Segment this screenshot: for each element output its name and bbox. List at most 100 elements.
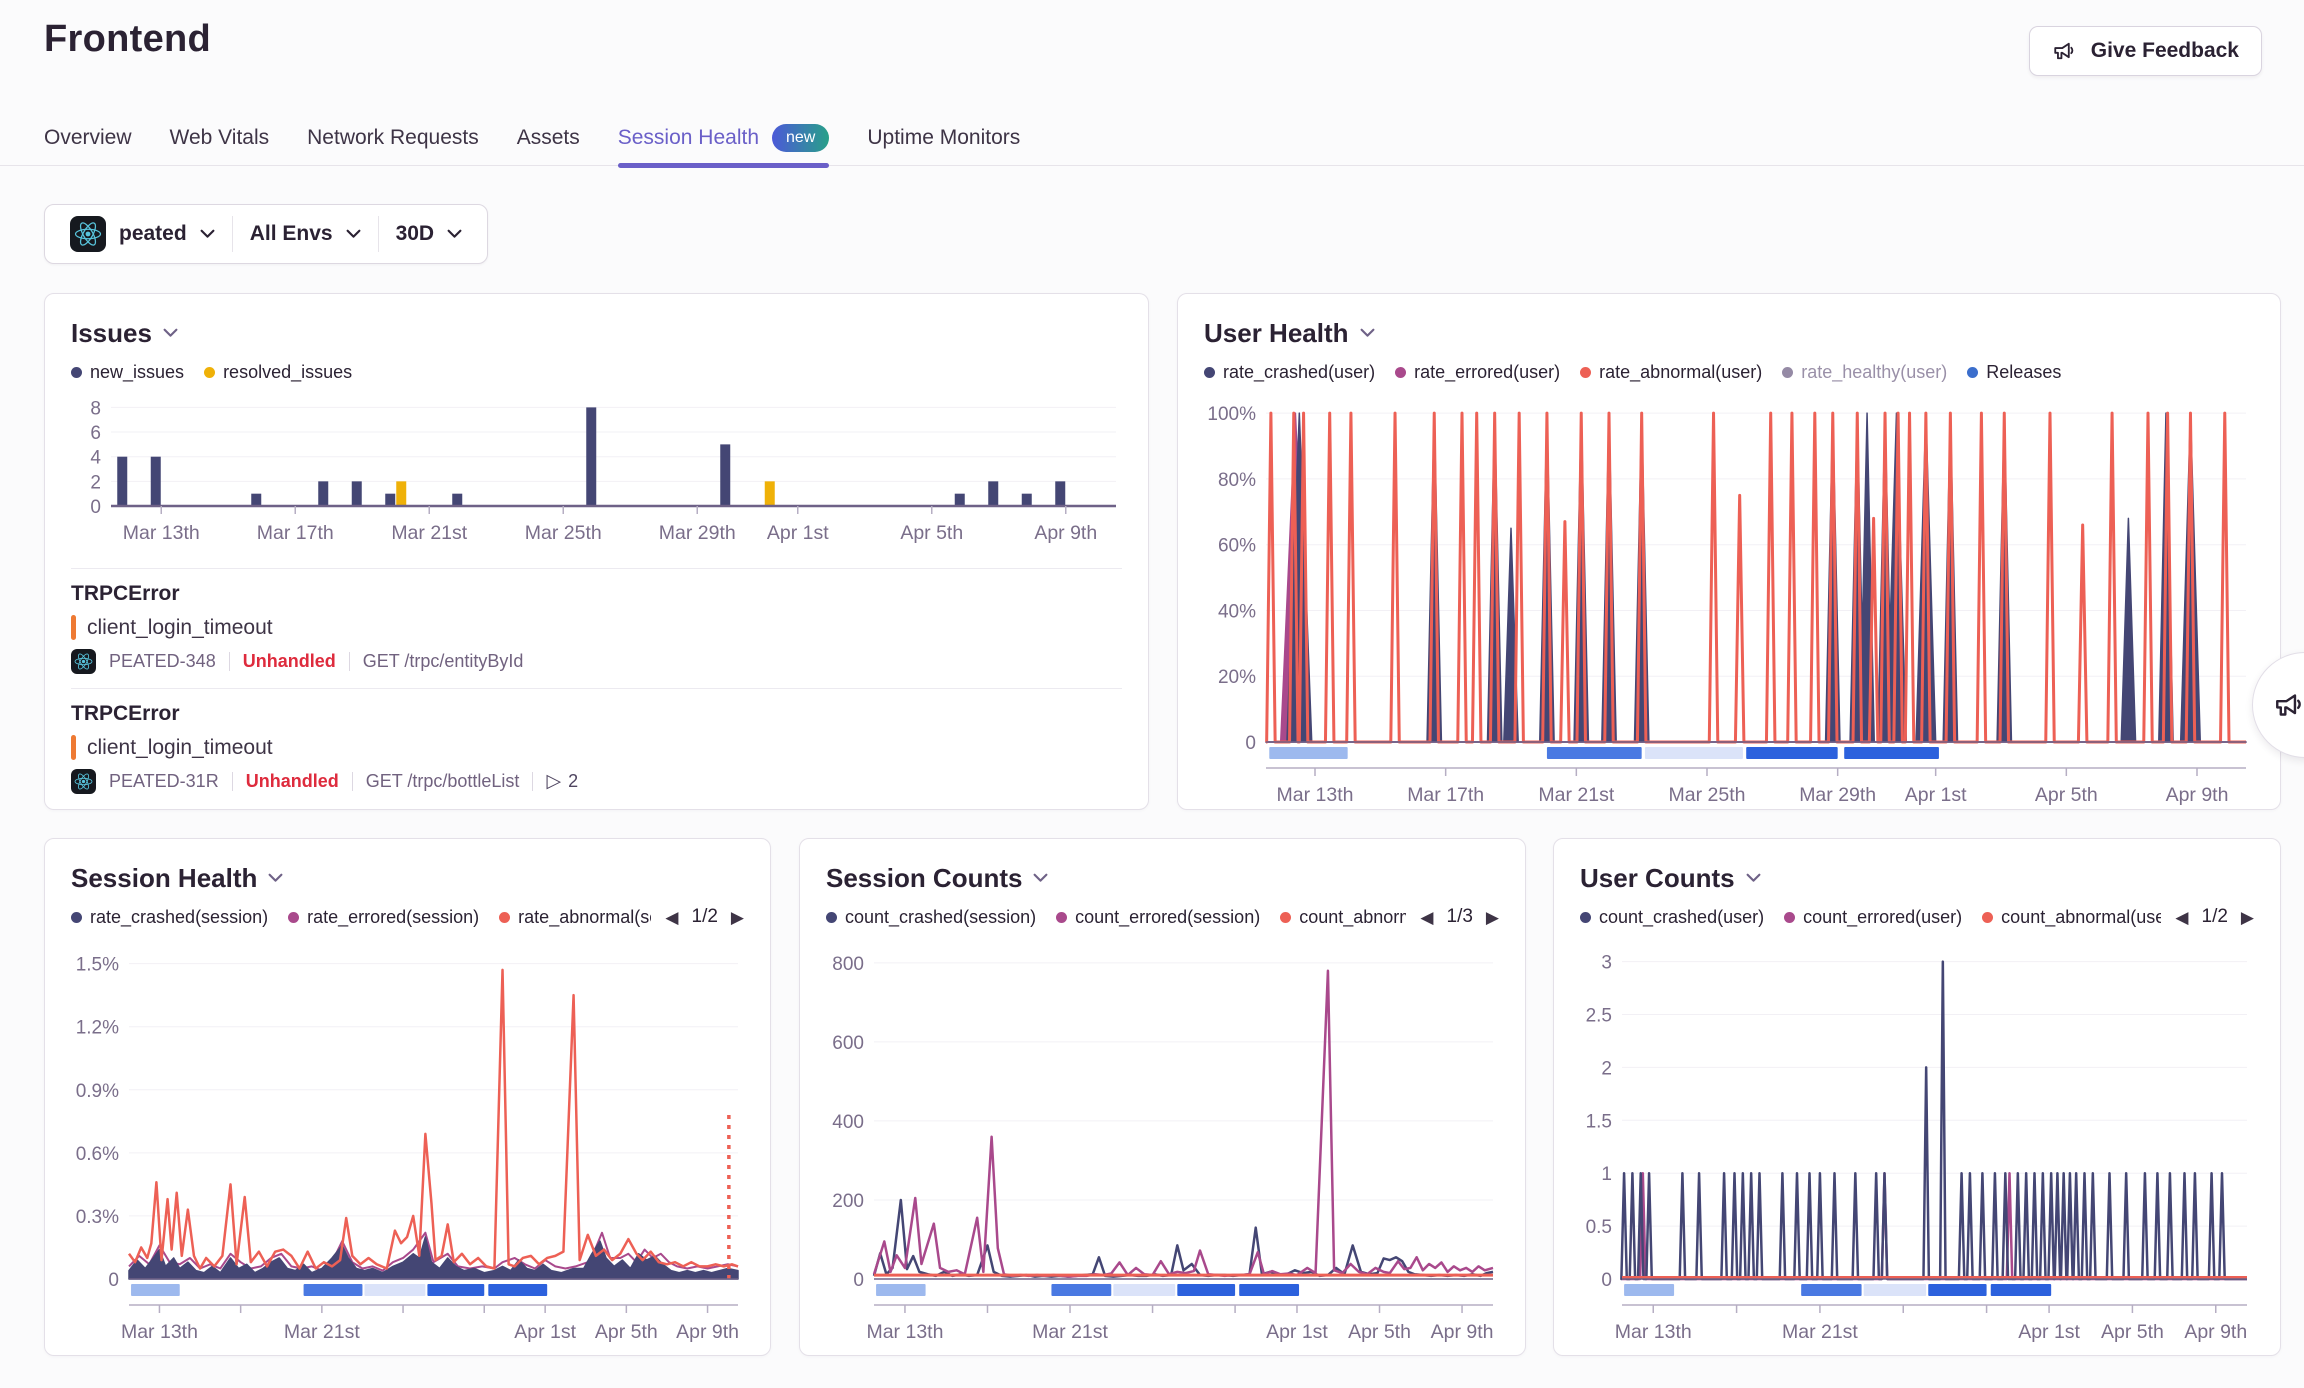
svg-text:3: 3 [1601, 953, 1612, 974]
issues-widget-selector[interactable]: Issues [71, 316, 1122, 350]
legend-item-count-abnormal-session-[interactable]: count_abnormal(session) [1280, 907, 1406, 928]
tab-network-requests[interactable]: Network Requests [307, 111, 479, 166]
chevron-down-icon [1360, 328, 1375, 338]
legend-next-button[interactable]: ▶ [1486, 909, 1499, 926]
legend-label: new_issues [90, 362, 184, 383]
user-counts-chart: 00.511.522.53Mar 13thMar 21stApr 1stApr … [1580, 939, 2255, 1341]
session-counts-panel: Session Counts count_crashed(session) cou… [799, 838, 1526, 1356]
svg-text:0.5: 0.5 [1586, 1217, 1612, 1238]
issue-title-link[interactable]: TRPCError [71, 702, 1122, 726]
legend-item-releases[interactable]: Releases [1967, 362, 2061, 383]
legend-prev-button[interactable]: ◀ [2175, 909, 2188, 926]
tab-label: Session Health [618, 126, 759, 150]
legend-dot-icon [499, 912, 510, 923]
tab-bar: Overview Web Vitals Network Requests Assets… [0, 111, 2304, 166]
legend-dot-icon [1204, 367, 1215, 378]
svg-text:Apr 5th: Apr 5th [2035, 784, 2098, 806]
legend-item-rate-abnormal-user-[interactable]: rate_abnormal(user) [1580, 362, 1762, 383]
svg-text:Mar 17th: Mar 17th [257, 522, 334, 544]
legend-dot-icon [1967, 367, 1978, 378]
project-filter[interactable]: peated [53, 216, 232, 252]
tab-session-health[interactable]: Session Healthnew [618, 111, 830, 166]
legend-item-count-errored-user-[interactable]: count_errored(user) [1784, 907, 1962, 928]
error-level-bar [71, 615, 76, 640]
replay-count-value: 2 [568, 771, 578, 792]
react-project-icon [71, 649, 96, 674]
error-level-bar [71, 735, 76, 760]
svg-text:Mar 17th: Mar 17th [1407, 784, 1484, 806]
legend-item-rate-abnormal-session-[interactable]: rate_abnormal(session) [499, 907, 651, 928]
session-counts-legend-pager: ◀1/3▶ [1420, 906, 1499, 928]
tab-label: Network Requests [307, 126, 479, 150]
svg-text:400: 400 [832, 1112, 864, 1133]
svg-text:1.5: 1.5 [1586, 1111, 1612, 1132]
legend-item-rate-crashed-session-[interactable]: rate_crashed(session) [71, 907, 268, 928]
svg-text:Mar 25th: Mar 25th [1669, 784, 1746, 806]
react-project-icon [71, 769, 96, 794]
tab-overview[interactable]: Overview [44, 111, 132, 166]
svg-text:Apr 9th: Apr 9th [1034, 522, 1097, 544]
legend-dot-icon [1056, 912, 1067, 923]
issue-short-id: PEATED-31R [109, 771, 219, 792]
chevron-down-icon [1746, 873, 1761, 883]
issue-title-link[interactable]: TRPCError [71, 582, 1122, 606]
user-counts-widget-selector[interactable]: User Counts [1580, 861, 2254, 895]
svg-text:Apr 9th: Apr 9th [1431, 1321, 1494, 1343]
legend-label: rate_errored(user) [1414, 362, 1560, 383]
svg-text:Apr 1st: Apr 1st [1266, 1321, 1328, 1343]
svg-text:0: 0 [1601, 1270, 1612, 1291]
chevron-down-icon [268, 873, 283, 883]
give-feedback-button[interactable]: Give Feedback [2029, 26, 2262, 76]
svg-text:20%: 20% [1218, 667, 1256, 688]
unhandled-badge: Unhandled [246, 771, 339, 792]
legend-item-resolved-issues[interactable]: resolved_issues [204, 362, 352, 383]
replay-count[interactable]: ▷2 [546, 770, 578, 793]
environment-filter[interactable]: All Envs [233, 222, 378, 246]
svg-text:0: 0 [108, 1270, 119, 1291]
legend-prev-button[interactable]: ◀ [665, 909, 678, 926]
megaphone-icon [2052, 38, 2078, 64]
svg-text:Apr 5th: Apr 5th [595, 1321, 658, 1343]
tab-web-vitals[interactable]: Web Vitals [170, 111, 270, 166]
svg-text:Mar 21st: Mar 21st [284, 1321, 360, 1343]
tab-assets[interactable]: Assets [517, 111, 580, 166]
user-counts-panel-title: User Counts [1580, 863, 1735, 894]
legend-label: count_abnormal(session) [1299, 907, 1406, 928]
tab-uptime-monitors[interactable]: Uptime Monitors [867, 111, 1020, 166]
legend-item-new-issues[interactable]: new_issues [71, 362, 184, 383]
svg-text:2.5: 2.5 [1586, 1005, 1612, 1026]
svg-text:Apr 1st: Apr 1st [514, 1321, 576, 1343]
unhandled-badge: Unhandled [243, 651, 336, 672]
session-health-chart: 00.3%0.6%0.9%1.2%1.5%Mar 13thMar 21stApr… [71, 939, 746, 1341]
session-health-widget-selector[interactable]: Session Health [71, 861, 744, 895]
user-health-legend: rate_crashed(user) rate_errored(user) rate… [1204, 362, 2254, 383]
legend-item-count-crashed-session-[interactable]: count_crashed(session) [826, 907, 1036, 928]
issue-meta: PEATED-31RUnhandledGET /trpc/bottleList▷… [71, 769, 1122, 794]
user-health-panel: User Health rate_crashed(user) rate_error… [1177, 293, 2281, 810]
meta-separator [349, 652, 350, 671]
legend-next-button[interactable]: ▶ [731, 909, 744, 926]
legend-dot-icon [288, 912, 299, 923]
svg-text:2: 2 [90, 472, 101, 493]
legend-next-button[interactable]: ▶ [2241, 909, 2254, 926]
session-counts-widget-selector[interactable]: Session Counts [826, 861, 1499, 895]
environment-filter-value: All Envs [250, 222, 333, 246]
svg-text:600: 600 [832, 1033, 864, 1054]
legend-item-count-errored-session-[interactable]: count_errored(session) [1056, 907, 1260, 928]
legend-dot-icon [826, 912, 837, 923]
legend-prev-button[interactable]: ◀ [1420, 909, 1433, 926]
page-title: Frontend [44, 18, 211, 61]
legend-item-rate-errored-session-[interactable]: rate_errored(session) [288, 907, 479, 928]
legend-item-rate-crashed-user-[interactable]: rate_crashed(user) [1204, 362, 1375, 383]
legend-item-count-crashed-user-[interactable]: count_crashed(user) [1580, 907, 1764, 928]
react-logo-icon [70, 216, 106, 252]
svg-text:0: 0 [90, 497, 101, 518]
legend-item-count-abnormal-user-[interactable]: count_abnormal(user) [1982, 907, 2161, 928]
svg-text:Apr 9th: Apr 9th [2184, 1321, 2247, 1343]
issues-list: TRPCErrorclient_login_timeoutPEATED-348U… [71, 568, 1122, 794]
legend-item-rate-healthy-user-[interactable]: rate_healthy(user) [1782, 362, 1947, 383]
user-health-widget-selector[interactable]: User Health [1204, 316, 2254, 350]
legend-item-rate-errored-user-[interactable]: rate_errored(user) [1395, 362, 1560, 383]
legend-label: resolved_issues [223, 362, 352, 383]
date-range-filter[interactable]: 30D [379, 222, 480, 246]
